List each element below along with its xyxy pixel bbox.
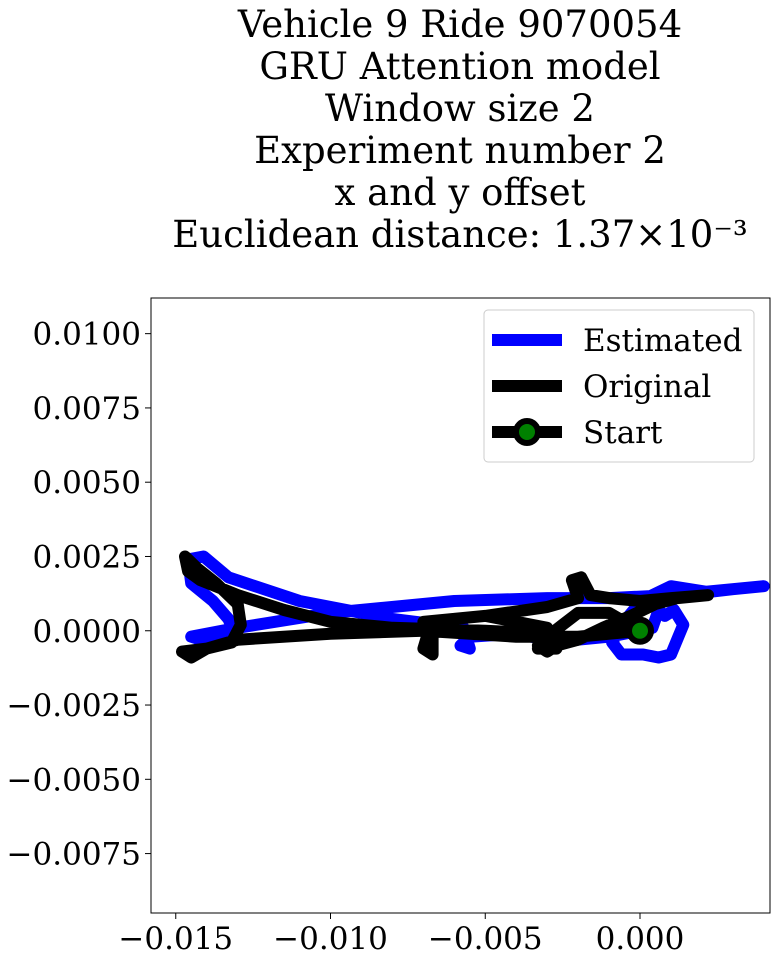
y-tick-label: −0.0075 — [7, 837, 141, 873]
chart-title: Vehicle 9 Ride 9070054 GRU Attention mod… — [90, 4, 778, 256]
y-tick-label: 0.0050 — [33, 465, 141, 501]
legend-label-estimated: Estimated — [583, 323, 742, 359]
axes-frame — [150, 297, 771, 914]
y-tick-label: −0.0025 — [7, 688, 141, 724]
y-tick-label: 0.0075 — [33, 391, 141, 427]
legend-label-start: Start — [583, 415, 663, 451]
x-tick-label: 0.000 — [596, 921, 685, 957]
y-tick-label: −0.0050 — [7, 762, 141, 798]
y-tick-label: 0.0000 — [33, 614, 141, 650]
series-line-estimated — [182, 550, 770, 664]
start-point-marker — [626, 616, 655, 645]
plot-lines — [176, 550, 770, 664]
y-tick-label: 0.0025 — [33, 539, 141, 575]
legend-marker-start — [513, 418, 541, 446]
x-tick-label: −0.005 — [428, 921, 543, 957]
y-tick-label: 0.0100 — [33, 317, 141, 353]
legend: Estimated Original Start — [483, 309, 755, 463]
title-line-3: Window size 2 — [325, 87, 595, 130]
legend-box — [483, 309, 755, 463]
series-line-original — [176, 550, 715, 664]
title-line-4: Experiment number 2 — [254, 129, 666, 172]
title-line-1: Vehicle 9 Ride 9070054 — [237, 3, 683, 46]
title-line-5: x and y offset — [334, 171, 586, 214]
title-line-6: Euclidean distance: 1.37×10⁻³ — [172, 213, 748, 256]
x-tick-label: −0.010 — [273, 921, 388, 957]
y-axis: 0.0100 0.0075 0.0050 0.0025 0.0000 −0.0025 −0.… — [7, 317, 151, 873]
x-axis: −0.015 −0.010 −0.005 0.000 — [118, 913, 684, 957]
legend-label-original: Original — [583, 369, 711, 405]
title-line-2: GRU Attention model — [259, 45, 661, 88]
x-tick-label: −0.015 — [118, 921, 233, 957]
